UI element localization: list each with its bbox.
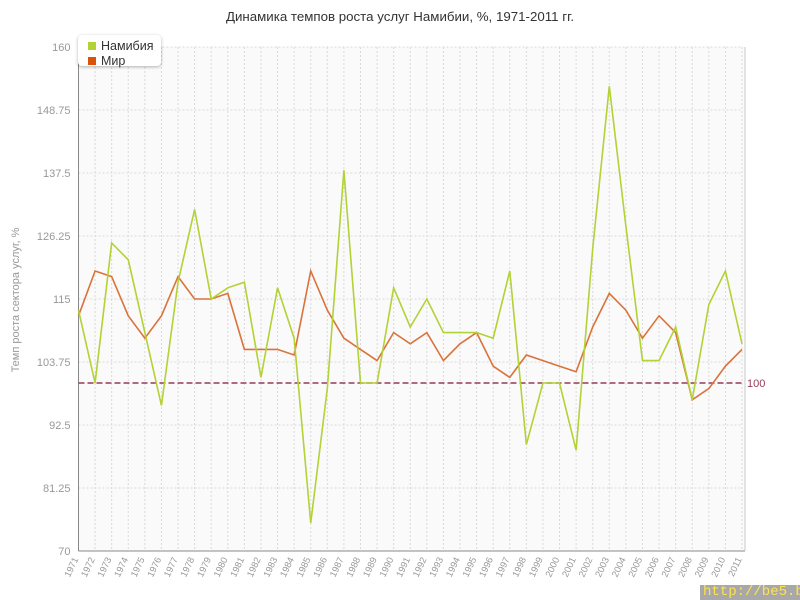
svg-text:137.5: 137.5 (43, 168, 71, 180)
svg-text:2007: 2007 (660, 556, 678, 579)
svg-text:1978: 1978 (179, 556, 197, 579)
svg-text:1998: 1998 (510, 556, 528, 579)
svg-text:1988: 1988 (344, 556, 362, 579)
svg-text:2001: 2001 (560, 556, 578, 579)
svg-text:1995: 1995 (461, 556, 479, 579)
svg-text:1985: 1985 (295, 556, 313, 579)
svg-text:2005: 2005 (626, 556, 644, 579)
svg-text:126.25: 126.25 (37, 231, 71, 243)
svg-text:1977: 1977 (162, 556, 180, 579)
svg-text:1982: 1982 (245, 556, 263, 579)
svg-text:1979: 1979 (195, 556, 213, 579)
svg-text:92.5: 92.5 (49, 420, 70, 432)
svg-text:1980: 1980 (212, 556, 230, 579)
svg-text:1990: 1990 (378, 556, 396, 579)
svg-text:2011: 2011 (726, 556, 744, 578)
svg-text:1986: 1986 (311, 556, 329, 579)
svg-text:1971: 1971 (63, 556, 81, 579)
svg-text:1976: 1976 (145, 556, 163, 579)
svg-text:2010: 2010 (709, 556, 727, 579)
svg-text:2004: 2004 (610, 556, 628, 579)
svg-text:1975: 1975 (129, 556, 147, 579)
svg-text:115: 115 (53, 294, 71, 306)
svg-text:1994: 1994 (444, 556, 462, 579)
svg-text:1973: 1973 (96, 556, 114, 579)
svg-text:2003: 2003 (593, 556, 611, 579)
svg-text:2006: 2006 (643, 556, 661, 579)
svg-text:1991: 1991 (394, 556, 412, 579)
svg-text:103.75: 103.75 (37, 357, 71, 369)
svg-text:1993: 1993 (427, 556, 445, 579)
svg-text:81.25: 81.25 (43, 483, 71, 495)
svg-text:1972: 1972 (79, 556, 97, 579)
svg-text:1996: 1996 (477, 556, 495, 579)
svg-text:148.75: 148.75 (37, 105, 71, 117)
svg-text:1992: 1992 (411, 556, 429, 579)
svg-text:1989: 1989 (361, 556, 379, 579)
svg-text:1984: 1984 (278, 556, 296, 579)
svg-text:100: 100 (747, 378, 765, 390)
svg-text:1974: 1974 (112, 556, 130, 579)
svg-text:160: 160 (52, 42, 70, 54)
svg-text:2009: 2009 (693, 556, 711, 579)
svg-text:2002: 2002 (577, 556, 595, 579)
svg-text:1981: 1981 (228, 556, 246, 579)
svg-text:1999: 1999 (527, 556, 545, 579)
svg-text:2008: 2008 (676, 556, 694, 579)
svg-text:1987: 1987 (328, 556, 346, 579)
svg-text:1983: 1983 (262, 556, 280, 579)
svg-text:1997: 1997 (494, 556, 512, 579)
svg-text:70: 70 (58, 546, 70, 558)
svg-text:2000: 2000 (544, 556, 562, 579)
